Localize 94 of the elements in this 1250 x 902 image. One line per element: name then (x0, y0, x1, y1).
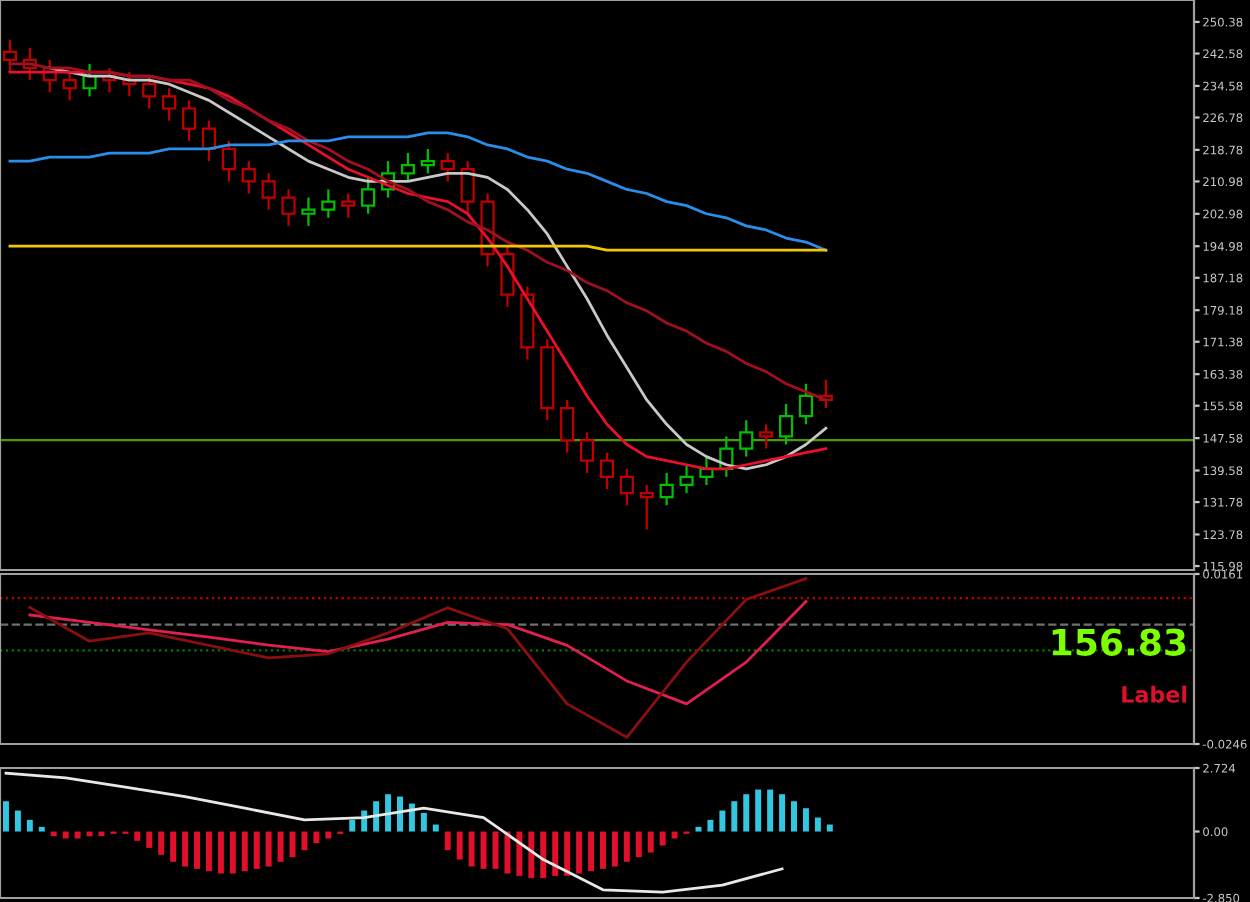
annotation: 156.83 (1052, 628, 1186, 656)
bar (671, 831, 678, 839)
candlestick (281, 188, 296, 227)
candlestick (599, 451, 615, 491)
candlestick (739, 419, 754, 458)
bar (74, 831, 81, 839)
candlestick (221, 139, 236, 183)
bar (194, 831, 200, 869)
candlestick (142, 75, 157, 110)
line-series (4, 771, 784, 894)
candlestick (82, 62, 97, 98)
bar (540, 831, 547, 879)
bar (62, 831, 69, 839)
bar (385, 794, 392, 832)
bar (349, 819, 356, 832)
bar (731, 801, 738, 832)
bar (599, 831, 606, 869)
bar (14, 810, 21, 832)
bar (814, 817, 821, 832)
bar (217, 831, 224, 874)
annotation: Label (1122, 685, 1187, 703)
bar (767, 789, 774, 832)
bar (265, 831, 272, 867)
bar (373, 801, 380, 832)
candlestick (62, 70, 77, 102)
bar (397, 796, 403, 832)
bar (134, 831, 141, 841)
candlestick (420, 147, 435, 175)
bar (420, 812, 427, 832)
bar (253, 831, 260, 869)
bar (277, 831, 284, 862)
bar (528, 831, 535, 879)
bar (480, 831, 487, 869)
candlestick (778, 402, 794, 446)
candlestick (162, 87, 177, 122)
candlestick (679, 463, 694, 495)
candlestick (361, 176, 376, 215)
bar (158, 831, 165, 855)
bar (552, 831, 559, 876)
line-series (28, 577, 808, 739)
bar (826, 824, 833, 832)
candlestick (619, 467, 634, 507)
bar (504, 831, 511, 874)
bar (241, 831, 248, 872)
bar (791, 801, 797, 832)
bar (325, 831, 332, 839)
candlestick (460, 160, 475, 215)
bar (146, 831, 153, 848)
bar (444, 831, 451, 851)
bar (456, 831, 463, 860)
bar (2, 801, 9, 832)
bar (743, 794, 750, 832)
line-series (28, 600, 808, 706)
candlestick (241, 160, 256, 195)
candlestick (321, 188, 336, 219)
candlestick (2, 38, 18, 74)
bar (588, 831, 595, 872)
candlestick (639, 483, 654, 531)
candlestick (400, 151, 416, 183)
candlestick (798, 382, 814, 426)
bar (635, 831, 642, 858)
bar (576, 831, 583, 874)
bar (26, 819, 33, 832)
bar (564, 831, 571, 876)
bar (802, 808, 809, 832)
candlestick (261, 172, 276, 211)
bar (38, 826, 45, 832)
bar (301, 831, 308, 851)
bar (623, 831, 630, 862)
candlestick (181, 99, 197, 142)
candlestick (560, 398, 575, 454)
bar (659, 831, 666, 846)
candlestick (500, 245, 515, 308)
candlestick (440, 151, 455, 183)
candlestick (659, 471, 674, 507)
bar (182, 831, 189, 867)
bar (707, 819, 714, 832)
bar (313, 831, 320, 844)
bar (468, 831, 475, 867)
bar (432, 824, 439, 832)
bar (611, 831, 618, 867)
bar (229, 831, 236, 874)
bar (205, 831, 212, 872)
bar (719, 810, 726, 832)
bar (516, 831, 523, 876)
candlestick (301, 196, 316, 227)
bar (170, 831, 177, 862)
candlestick (341, 192, 356, 219)
bar (289, 831, 296, 858)
bar (755, 789, 762, 832)
bar (647, 831, 654, 853)
bar (779, 794, 786, 832)
candlestick (759, 423, 774, 450)
candlestick (579, 431, 595, 474)
